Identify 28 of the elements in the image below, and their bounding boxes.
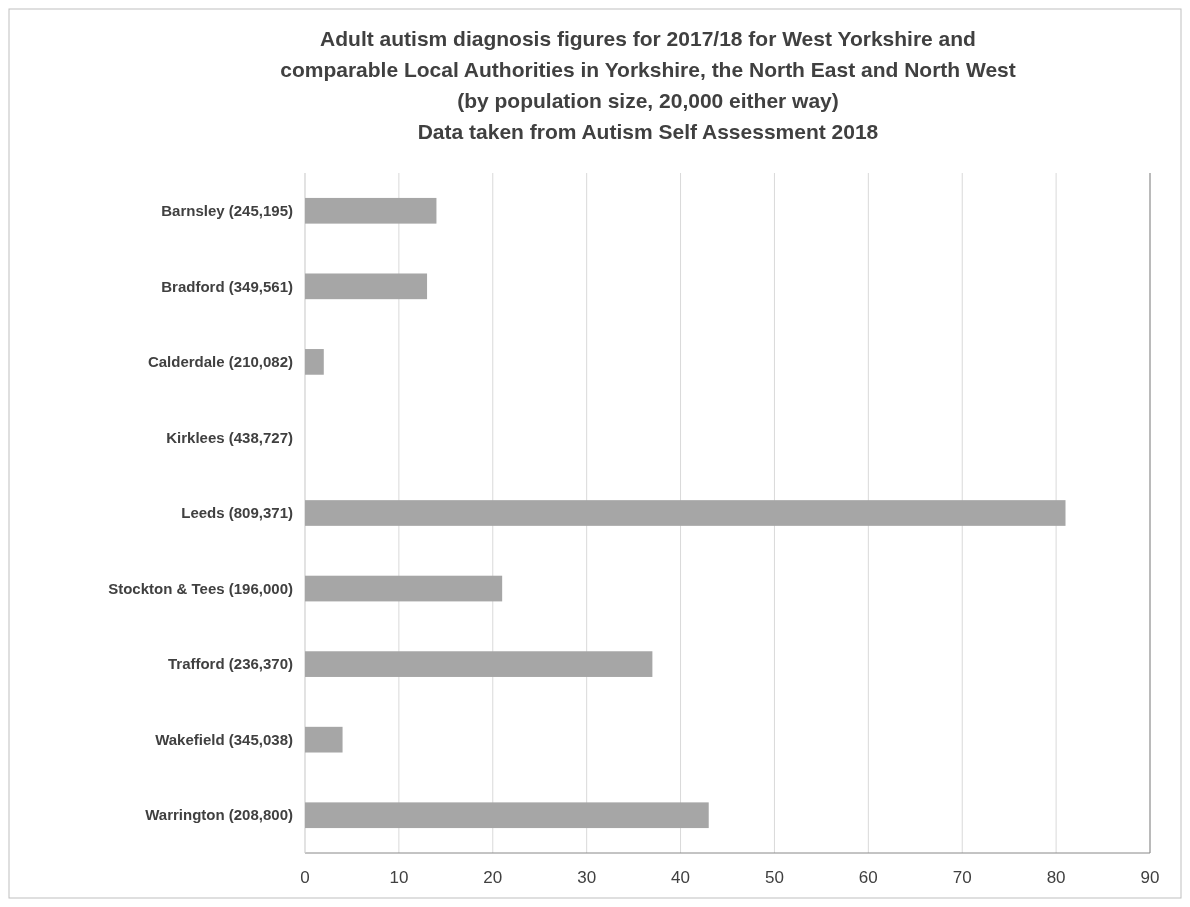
chart-title: Adult autism diagnosis figures for 2017/18 for West Yorkshire and comparable Local Authorities in Yorkshire, the North East and North West (by population size, 20,000 either way) Data taken from Autism Self Assessment 2018 [280,27,1016,143]
y-tick-label: Leeds (809,371) [181,504,293,522]
bar [305,575,503,602]
bar [305,349,324,375]
y-tick-label: Calderdale (210,082) [147,353,293,371]
x-tick-label: 60 [858,868,878,887]
bar [305,726,343,753]
y-tick-label: Bradford (349,561) [161,277,293,295]
bar [305,273,428,300]
y-tick-label: Trafford (236,370) [167,655,293,673]
x-tick-label: 90 [1140,868,1160,887]
x-tick-label: 80 [1046,868,1066,887]
x-tick-label: 20 [483,868,503,887]
x-tick-label: 70 [952,868,972,887]
x-tick-label: 0 [300,868,310,887]
y-tick-label: Stockton & Tees (196,000) [108,579,293,597]
bar [305,651,653,677]
bar [305,802,709,829]
bar [305,197,437,224]
y-tick-label: Warrington (208,800) [145,806,293,824]
x-tick-label: 40 [671,868,691,887]
bar [305,500,1066,526]
y-tick-label: Wakefield (345,038) [155,730,293,748]
x-tick-label: 50 [764,868,784,887]
y-tick-label: Kirklees (438,727) [166,428,293,446]
x-tick-label: 10 [389,868,409,887]
x-tick-label: 30 [577,868,597,887]
y-tick-label: Barnsley (245,195) [161,202,293,220]
